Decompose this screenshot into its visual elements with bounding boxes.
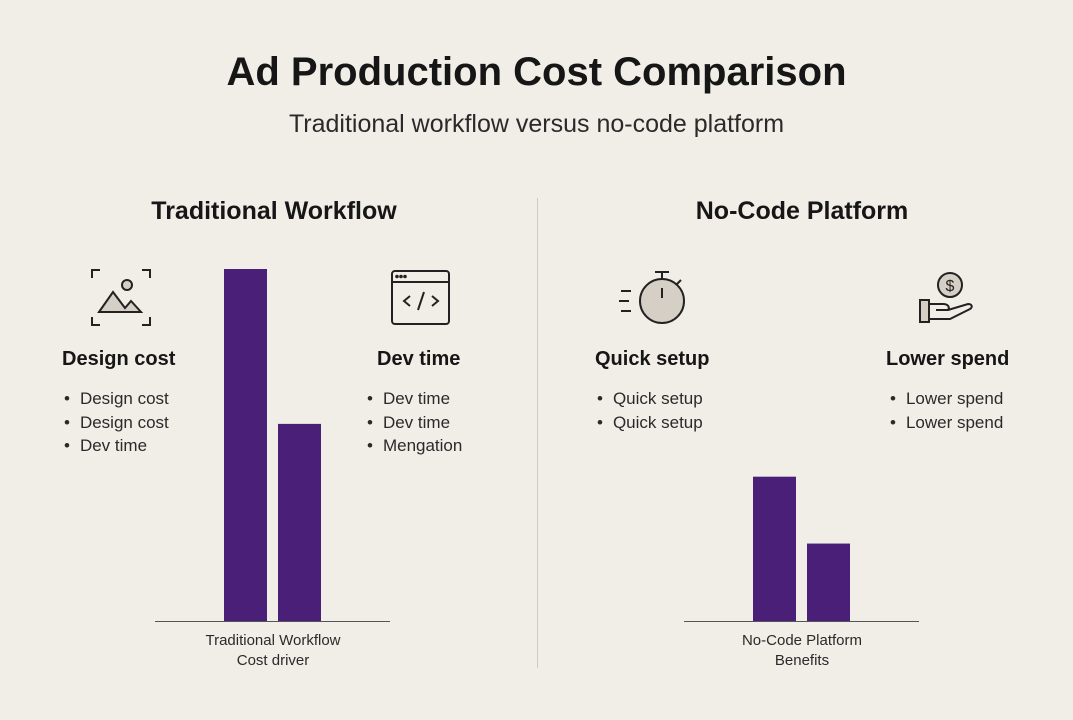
feature-heading-quick-setup: Quick setup bbox=[595, 348, 710, 370]
code-window-icon bbox=[391, 270, 450, 325]
list-item: Lower spend bbox=[890, 387, 1003, 411]
bar-nocode-2 bbox=[807, 543, 850, 621]
hand-coin-icon: $ bbox=[919, 272, 973, 323]
list-item: Dev time bbox=[367, 387, 462, 411]
list-item: Dev time bbox=[367, 411, 462, 435]
bar-traditional-2 bbox=[278, 423, 321, 621]
stopwatch-icon bbox=[619, 271, 685, 324]
feature-list-design-cost: Design cost Design cost Dev time bbox=[64, 387, 169, 458]
image-frame-icon bbox=[91, 269, 151, 326]
list-item: Lower spend bbox=[890, 411, 1003, 435]
panel-divider bbox=[537, 198, 538, 668]
feature-list-quick-setup: Quick setup Quick setup bbox=[597, 387, 703, 434]
panel-title-nocode: No-Code Platform bbox=[695, 197, 909, 225]
x-axis-label-traditional: Traditional Workflow Cost driver bbox=[123, 631, 423, 671]
bar-nocode-1 bbox=[753, 476, 796, 621]
list-item: Quick setup bbox=[597, 411, 703, 435]
feature-list-lower-spend: Lower spend Lower spend bbox=[890, 387, 1003, 434]
feature-heading-lower-spend: Lower spend bbox=[886, 348, 1010, 370]
list-item: Dev time bbox=[64, 434, 169, 458]
svg-text:$: $ bbox=[946, 278, 955, 295]
list-item: Mengation bbox=[367, 434, 462, 458]
page-subtitle: Traditional workflow versus no-code plat… bbox=[288, 110, 785, 138]
panel-title-traditional: Traditional Workflow bbox=[151, 197, 397, 225]
bar-traditional-1 bbox=[224, 269, 267, 621]
list-item: Quick setup bbox=[597, 387, 703, 411]
list-item: Design cost bbox=[64, 387, 169, 411]
caption-line: Cost driver bbox=[236, 652, 310, 669]
list-item: Design cost bbox=[64, 411, 169, 435]
caption-line: Traditional Workflow bbox=[205, 632, 341, 649]
page-title: Ad Production Cost Comparison bbox=[226, 50, 847, 94]
feature-list-dev-time: Dev time Dev time Mengation bbox=[367, 387, 462, 458]
caption-line: Benefits bbox=[774, 652, 830, 669]
feature-heading-design-cost: Design cost bbox=[62, 348, 176, 370]
caption-line: No-Code Platform bbox=[741, 632, 863, 649]
feature-heading-dev-time: Dev time bbox=[377, 348, 461, 370]
x-axis-label-nocode: No-Code Platform Benefits bbox=[652, 631, 952, 671]
